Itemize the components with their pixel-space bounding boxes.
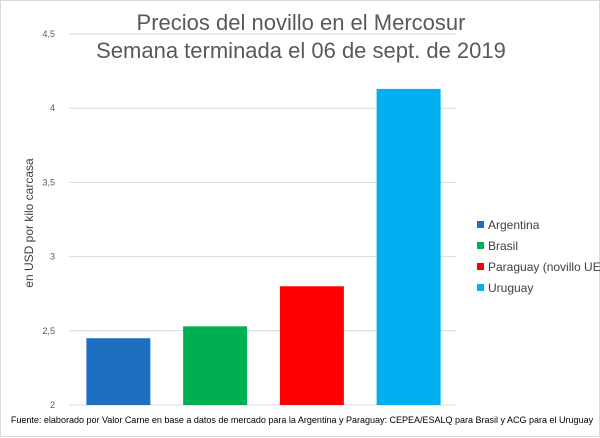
chart-title-line-1: Precios del novillo en el Mercosur xyxy=(136,10,466,35)
legend-item-brasil: Brasil xyxy=(477,235,600,256)
legend-swatch xyxy=(477,263,484,270)
legend-label: Paraguay (novillo UE) xyxy=(488,259,600,274)
y-tick-label: 2 xyxy=(50,400,55,410)
bar-paraguay xyxy=(279,286,344,405)
legend-swatch xyxy=(477,284,484,291)
legend-label: Argentina xyxy=(488,217,540,232)
y-tick-label: 3 xyxy=(50,252,55,262)
legend-swatch xyxy=(477,221,484,228)
source-note: Fuente: elaborado por Valor Carne en bas… xyxy=(10,415,594,425)
legend-swatch xyxy=(477,242,484,249)
y-tick-label: 4 xyxy=(50,103,55,113)
y-tick-label: 4,5 xyxy=(42,29,55,39)
bar-brasil xyxy=(183,326,248,405)
y-axis-label: en USD por kilo carcasa xyxy=(22,158,36,288)
legend-item-uruguay: Uruguay xyxy=(477,277,600,298)
y-tick-label: 3,5 xyxy=(42,177,55,187)
legend: Argentina Brasil Paraguay (novillo UE) Urug… xyxy=(477,214,600,298)
legend-label: Brasil xyxy=(488,238,519,253)
legend-item-paraguay: Paraguay (novillo UE) xyxy=(477,256,600,277)
y-tick-label: 2,5 xyxy=(42,326,55,336)
chart-title: Precios del novillo en el Mercosur Seman… xyxy=(1,9,600,65)
chart-title-line-2: Semana terminada el 06 de sept. de 2019 xyxy=(96,38,506,63)
legend-label: Uruguay xyxy=(488,280,534,295)
legend-item-argentina: Argentina xyxy=(477,214,600,235)
bar-argentina xyxy=(86,338,151,405)
bar-uruguay xyxy=(376,88,441,406)
